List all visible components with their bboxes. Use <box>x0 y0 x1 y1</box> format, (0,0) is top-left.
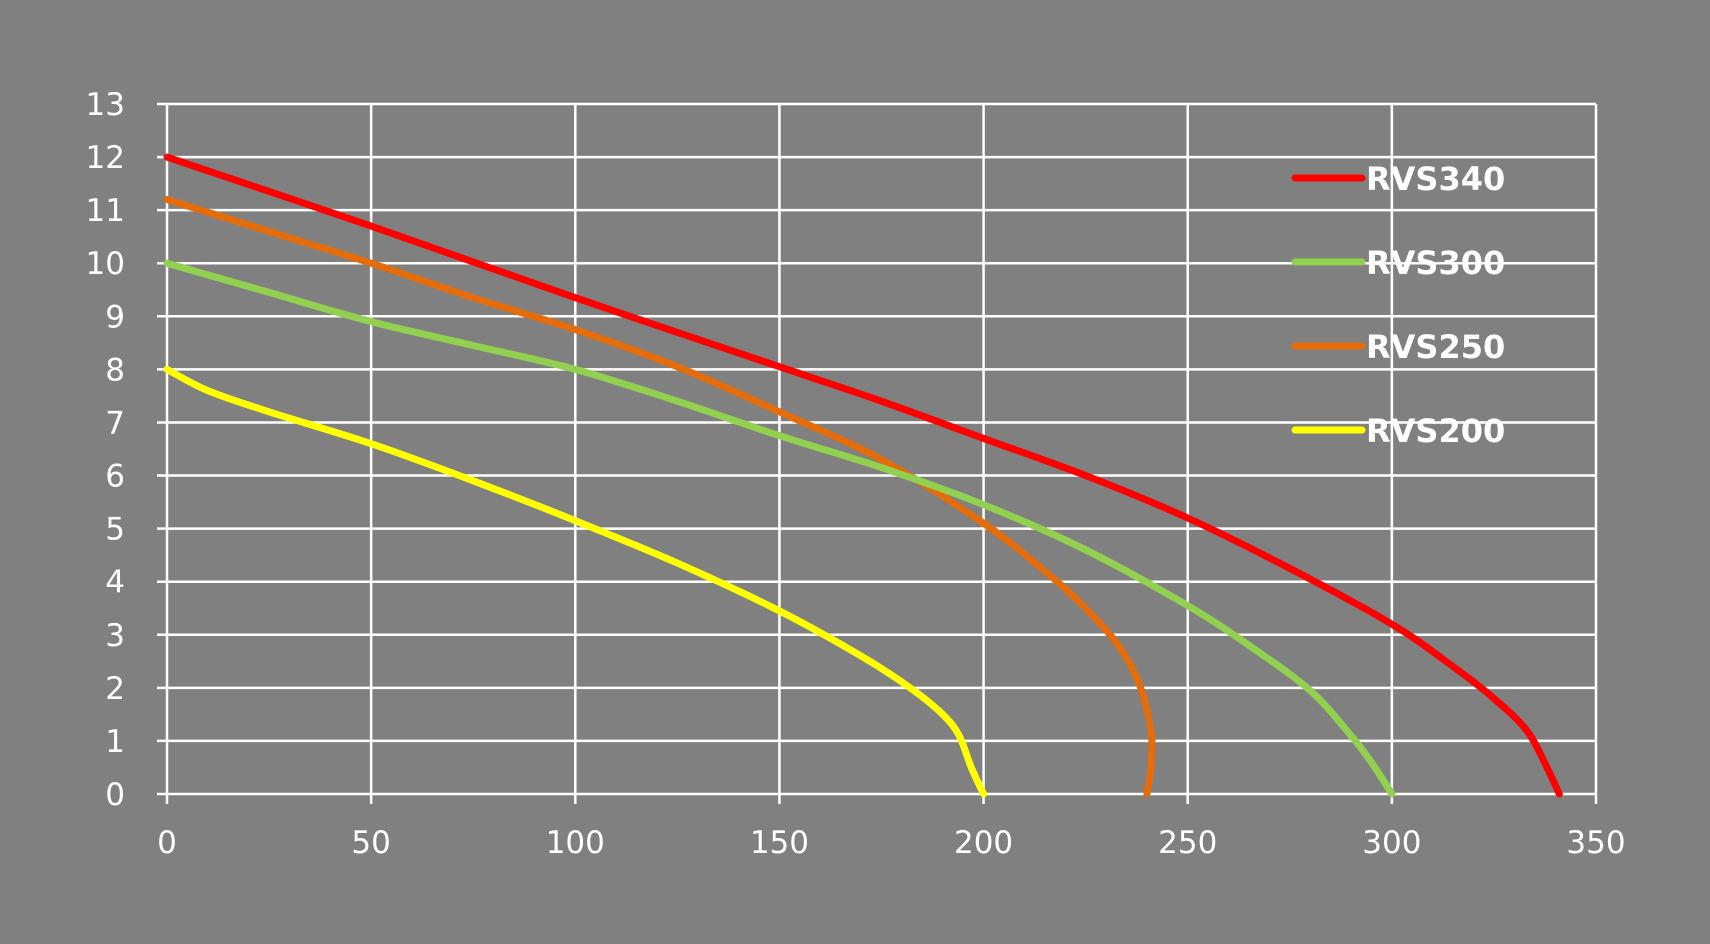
legend-label-rvs300: RVS300 <box>1366 244 1505 282</box>
x-tick-label: 200 <box>954 825 1013 861</box>
y-tick-label: 3 <box>105 618 125 654</box>
y-tick-label: 6 <box>105 459 125 495</box>
x-tick-label: 350 <box>1566 825 1625 861</box>
x-tick-label: 300 <box>1362 825 1421 861</box>
y-tick-label: 4 <box>105 565 125 601</box>
legend-label-rvs200: RVS200 <box>1366 412 1505 450</box>
y-tick-label: 11 <box>86 193 125 229</box>
x-tick-label: 150 <box>750 825 809 861</box>
y-tick-label: 2 <box>105 671 125 707</box>
y-tick-label: 5 <box>105 512 125 548</box>
x-axis-tick-labels: 0 50 100 150 200 250 300 350 <box>157 825 1625 861</box>
legend: RVS340 RVS300 RVS250 RVS200 <box>1291 160 1505 450</box>
x-tick-label: 250 <box>1158 825 1217 861</box>
series-line-rvs200 <box>163 365 988 798</box>
x-tick-label: 50 <box>351 825 390 861</box>
y-tick-label: 10 <box>86 246 125 282</box>
x-tick-label: 0 <box>157 825 177 861</box>
series-line-rvs340 <box>163 153 1563 798</box>
y-tick-label: 1 <box>105 724 125 760</box>
series-line-rvs250 <box>163 196 1156 798</box>
x-tick-label: 100 <box>546 825 605 861</box>
legend-label-rvs250: RVS250 <box>1366 328 1505 366</box>
legend-label-rvs340: RVS340 <box>1366 160 1505 198</box>
series-line-rvs300 <box>163 259 1396 798</box>
y-tick-label: 9 <box>105 299 125 335</box>
y-tick-label: 7 <box>105 405 125 441</box>
y-tick-label: 13 <box>86 87 125 123</box>
y-tick-label: 0 <box>105 777 125 813</box>
data-series <box>163 153 1563 798</box>
y-tick-label: 12 <box>86 140 125 176</box>
y-tick-label: 8 <box>105 352 125 388</box>
grid-lines <box>157 102 1598 804</box>
